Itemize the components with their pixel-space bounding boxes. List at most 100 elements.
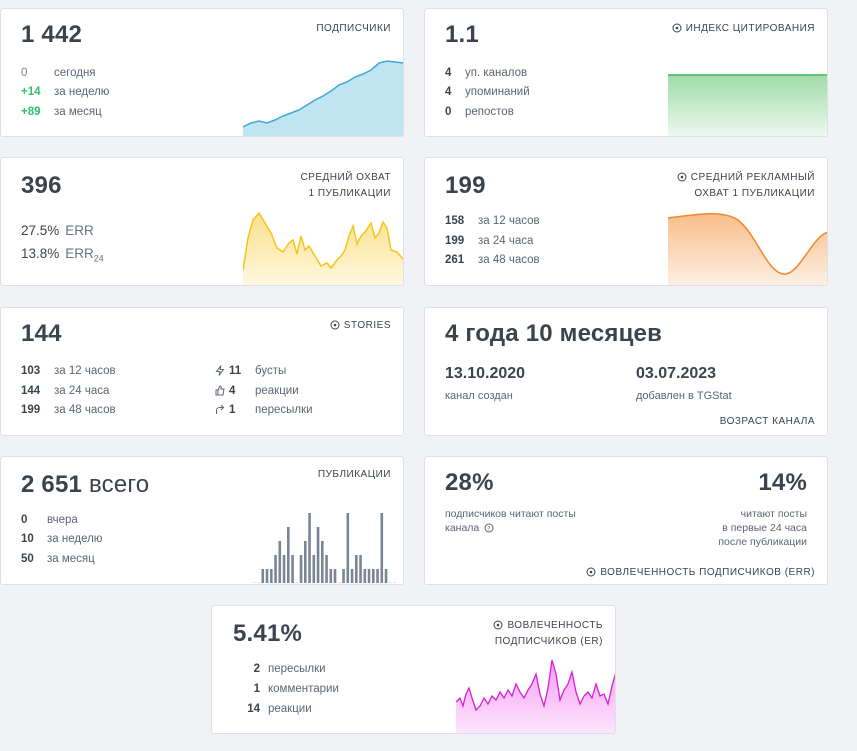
err-value: 27.5% ERR: [21, 223, 94, 238]
engagement-er-card[interactable]: 5.41% ВОВЛЕЧЕННОСТЬ ПОДПИСЧИКОВ (ER) 2 пе…: [211, 605, 616, 734]
stat-forwards: 1 пересылки: [215, 404, 313, 416]
stat-24h: 144 за 24 часа: [21, 385, 110, 397]
info-icon[interactable]: [493, 620, 503, 630]
stat-reposts: 0 репостов: [445, 106, 514, 118]
bar: [376, 569, 379, 583]
avg-reach-sparkline: [243, 211, 403, 285]
stat-48h: 199 за 48 часов: [21, 404, 116, 416]
stat-boosts: 11 бусты: [215, 365, 286, 377]
help-icon[interactable]: ?: [484, 523, 494, 533]
bar-empty: [338, 582, 341, 583]
publications-card[interactable]: 2 651 всего ПУБЛИКАЦИИ 0 вчера 10 за недел…: [0, 456, 404, 585]
bar: [325, 555, 328, 583]
publications-total: 2 651 всего: [21, 471, 150, 498]
engagement-err-label: ВОВЛЕЧЕННОСТЬ ПОДПИСЧИКОВ (ERR): [586, 565, 815, 581]
channel-age-value: 4 года 10 месяцев: [445, 320, 663, 347]
bar: [367, 569, 371, 583]
bar: [278, 541, 282, 583]
er-sparkline: [456, 659, 615, 733]
publications-bar-chart: [253, 513, 396, 583]
avg-reach-value: 396: [21, 172, 62, 199]
stat-month: +89 за месяц: [21, 106, 102, 118]
bar: [359, 555, 362, 583]
added-label: добавлен в TGStat: [636, 390, 732, 402]
stat-yesterday: 0 вчера: [21, 514, 78, 526]
bar: [312, 555, 316, 583]
created-label: канал создан: [445, 390, 513, 402]
bar-empty: [257, 582, 260, 583]
stat-mentions: 4 упоминаний: [445, 86, 530, 98]
created-date: 13.10.2020: [445, 365, 526, 382]
engagement-err-card[interactable]: 28% подписчиков читают посты канала ? 14…: [424, 456, 828, 585]
bar: [342, 569, 345, 583]
subscribers-label: ПОДПИСЧИКИ: [316, 23, 391, 34]
bar: [384, 569, 388, 583]
avg-reach-label: СРЕДНИЙ ОХВАТ 1 ПУБЛИКАЦИИ: [300, 172, 391, 199]
channel-age-card[interactable]: 4 года 10 месяцев 13.10.2020 канал созда…: [424, 307, 828, 436]
thumbs-up-icon: [215, 385, 225, 396]
citation-index: 1.1: [445, 21, 479, 48]
stat-12h: 103 за 12 часов: [21, 365, 116, 377]
ad-reach-value: 199: [445, 172, 486, 199]
stat-week: 10 за неделю: [21, 533, 103, 545]
bar: [299, 555, 303, 583]
subscribers-card[interactable]: 1 442 ПОДПИСЧИКИ 0 сегодня +14 за неделю +…: [0, 8, 404, 137]
bar: [316, 527, 320, 583]
bar-empty: [253, 582, 256, 583]
bar: [265, 569, 269, 583]
stat-24h: 199 за 24 часа: [445, 235, 534, 247]
stat-forwards: 2 пересылки: [253, 663, 326, 675]
er-value: 5.41%: [233, 620, 303, 647]
citation-card[interactable]: 1.1 ИНДЕКС ЦИТИРОВАНИЯ 4 уп. каналов 4 упо…: [424, 8, 828, 137]
engagement-er-label: ВОВЛЕЧЕННОСТЬ ПОДПИСЧИКОВ (ER): [493, 620, 603, 647]
ad-reach-card[interactable]: 199 СРЕДНИЙ РЕКЛАМНЫЙ ОХВАТ 1 ПУБЛИКАЦИИ…: [424, 157, 828, 286]
bar-empty: [389, 582, 392, 583]
ad-reach-sparkline: [668, 212, 827, 285]
publications-label: ПУБЛИКАЦИИ: [317, 469, 391, 480]
bar: [308, 513, 311, 583]
stat-week: +14 за неделю: [21, 86, 110, 98]
avg-reach-card[interactable]: 396 СРЕДНИЙ ОХВАТ 1 ПУБЛИКАЦИИ 27.5% ERR 1…: [0, 157, 404, 286]
stories-count: 144: [21, 320, 62, 347]
err-left-value: 28%: [445, 469, 494, 496]
bar: [363, 569, 367, 583]
stories-card[interactable]: 144 STORIES 103 за 12 часов 144 за 24 часа…: [0, 307, 404, 436]
ad-reach-label: СРЕДНИЙ РЕКЛАМНЫЙ ОХВАТ 1 ПУБЛИКАЦИИ: [677, 170, 815, 202]
bar: [282, 555, 286, 583]
err-right-text: читают посты в первые 24 часа после публ…: [718, 508, 807, 548]
svg-text:?: ?: [487, 524, 490, 532]
bar: [346, 513, 350, 583]
lightning-icon: [215, 365, 225, 376]
bar: [355, 555, 358, 583]
info-icon[interactable]: [672, 23, 682, 33]
bar: [329, 569, 333, 583]
stat-comments: 1 комментарии: [253, 683, 339, 695]
info-icon[interactable]: [677, 172, 687, 182]
bar: [380, 513, 384, 583]
stat-12h: 158 за 12 часов: [445, 215, 540, 227]
stat-reactions: 4 реакции: [215, 385, 299, 397]
stat-48h: 261 за 48 часов: [445, 254, 540, 266]
bar: [261, 569, 265, 583]
subscribers-sparkline: [243, 60, 403, 136]
stat-mentioning-channels: 4 уп. каналов: [445, 67, 528, 79]
citation-label: ИНДЕКС ЦИТИРОВАНИЯ: [672, 21, 815, 37]
err-right-value: 14%: [758, 469, 807, 496]
bar: [274, 555, 277, 583]
info-icon[interactable]: [586, 567, 596, 577]
bar: [321, 541, 324, 583]
channel-age-label: ВОЗРАСТ КАНАЛА: [719, 416, 815, 427]
bar: [304, 541, 307, 583]
bar: [291, 555, 294, 583]
bar-empty: [295, 582, 299, 583]
stories-label: STORIES: [330, 318, 391, 334]
err24-value: 13.8% ERR24: [21, 246, 104, 264]
added-date: 03.07.2023: [636, 365, 717, 382]
bar: [350, 569, 354, 583]
info-icon[interactable]: [330, 320, 340, 330]
bar: [270, 569, 273, 583]
bar: [287, 527, 290, 583]
stat-month: 50 за месяц: [21, 553, 95, 565]
subscribers-count: 1 442: [21, 21, 83, 48]
bar: [372, 569, 375, 583]
